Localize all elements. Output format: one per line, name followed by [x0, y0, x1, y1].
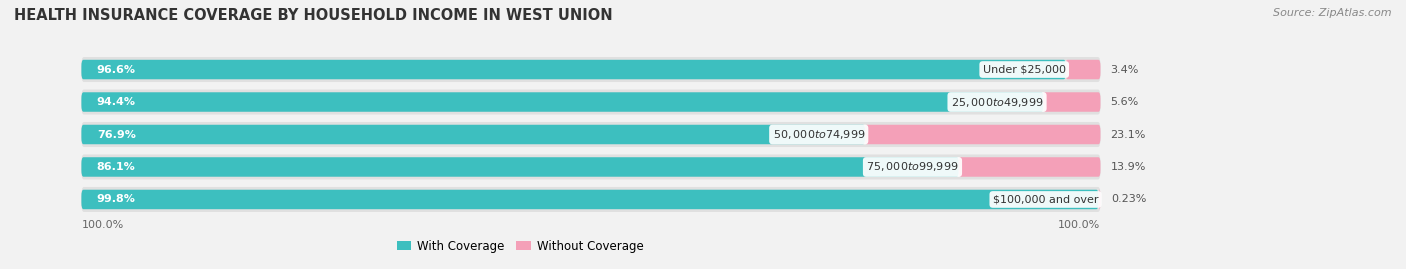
FancyBboxPatch shape: [82, 90, 1101, 115]
FancyBboxPatch shape: [82, 92, 1043, 112]
FancyBboxPatch shape: [1066, 60, 1101, 79]
Text: 94.4%: 94.4%: [97, 97, 136, 107]
Text: 86.1%: 86.1%: [97, 162, 135, 172]
Text: 13.9%: 13.9%: [1111, 162, 1146, 172]
Text: 99.8%: 99.8%: [97, 194, 135, 204]
Text: $75,000 to $99,999: $75,000 to $99,999: [866, 161, 959, 174]
Text: 100.0%: 100.0%: [82, 220, 124, 230]
Text: Under $25,000: Under $25,000: [983, 65, 1066, 75]
Text: 23.1%: 23.1%: [1111, 129, 1146, 140]
FancyBboxPatch shape: [82, 57, 1101, 82]
FancyBboxPatch shape: [1098, 190, 1101, 209]
FancyBboxPatch shape: [82, 187, 1101, 212]
FancyBboxPatch shape: [82, 60, 1066, 79]
Text: 3.4%: 3.4%: [1111, 65, 1139, 75]
FancyBboxPatch shape: [959, 157, 1101, 177]
Text: $50,000 to $74,999: $50,000 to $74,999: [772, 128, 865, 141]
Text: $25,000 to $49,999: $25,000 to $49,999: [950, 95, 1043, 108]
FancyBboxPatch shape: [82, 154, 1101, 179]
Text: $100,000 and over: $100,000 and over: [993, 194, 1098, 204]
FancyBboxPatch shape: [82, 190, 1098, 209]
Text: Source: ZipAtlas.com: Source: ZipAtlas.com: [1274, 8, 1392, 18]
FancyBboxPatch shape: [82, 157, 959, 177]
Text: 5.6%: 5.6%: [1111, 97, 1139, 107]
Text: 100.0%: 100.0%: [1059, 220, 1101, 230]
Text: 96.6%: 96.6%: [97, 65, 136, 75]
Text: 76.9%: 76.9%: [97, 129, 135, 140]
Legend: With Coverage, Without Coverage: With Coverage, Without Coverage: [396, 240, 644, 253]
FancyBboxPatch shape: [865, 125, 1101, 144]
FancyBboxPatch shape: [82, 122, 1101, 147]
FancyBboxPatch shape: [1043, 92, 1101, 112]
Text: 0.23%: 0.23%: [1111, 194, 1146, 204]
Text: HEALTH INSURANCE COVERAGE BY HOUSEHOLD INCOME IN WEST UNION: HEALTH INSURANCE COVERAGE BY HOUSEHOLD I…: [14, 8, 613, 23]
FancyBboxPatch shape: [82, 125, 865, 144]
